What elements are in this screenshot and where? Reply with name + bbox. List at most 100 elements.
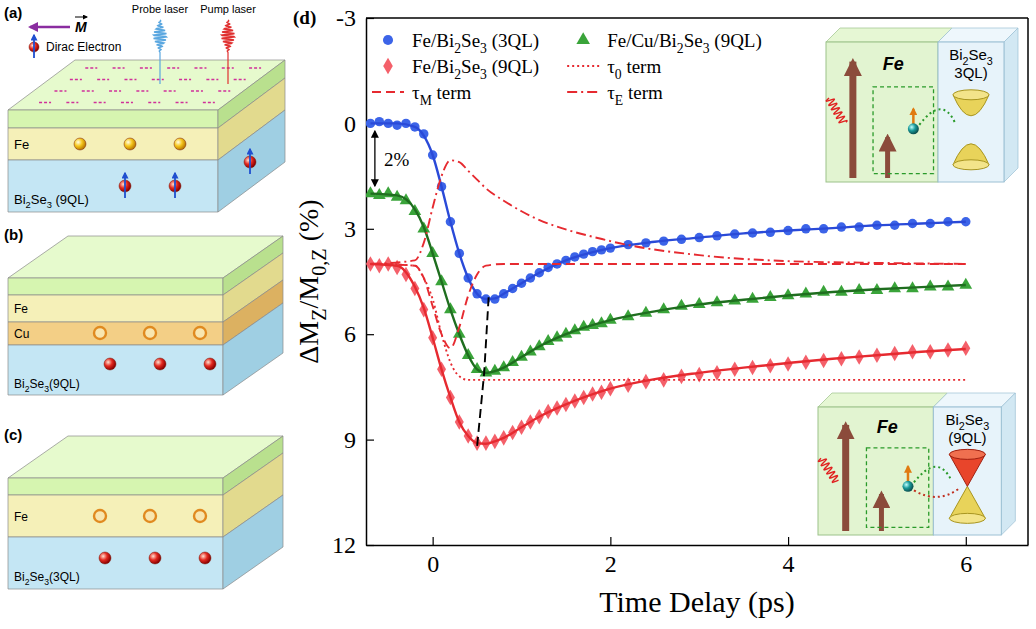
spin-transfer [914, 467, 951, 483]
y-axis-line [366, 19, 368, 546]
magnetization-dash [164, 90, 176, 92]
x-tick-label: 4 [783, 551, 795, 577]
x-tick-label: 6 [960, 551, 972, 577]
magnetization-dash [94, 102, 106, 104]
magnetization-dash [191, 90, 203, 92]
subscript: 0,Z [308, 248, 330, 275]
layer-front [8, 128, 218, 160]
data-point [712, 365, 721, 381]
x-axis-line [367, 545, 1029, 547]
data-point [764, 290, 777, 301]
legend-item: Fe/Bi2Se3 (9QL) [383, 56, 539, 82]
text-run: Fe [877, 417, 898, 437]
laser-label: Pump laser [200, 3, 256, 15]
data-point [782, 288, 795, 299]
x-tick-mark [610, 537, 611, 545]
vector-label: M [75, 19, 87, 35]
layer-label: Fe [14, 302, 28, 316]
inset-bi-side [1001, 393, 1015, 535]
magnetization-dash [39, 102, 51, 104]
magnetization-dash [124, 79, 136, 81]
layer-label: Fe [14, 510, 28, 524]
data-point [375, 117, 384, 126]
text-run: S [684, 30, 695, 51]
band-rim [953, 90, 989, 100]
panel-b: (b)FeCuBi2Se3(9QL) [4, 226, 283, 395]
term-line [370, 264, 965, 380]
figure: Probe laserPump laser(a)MDirac ElectronF… [0, 0, 1036, 629]
magnetization-dash [97, 79, 109, 81]
panel-label: (b) [4, 226, 23, 243]
text-run: B [949, 46, 959, 63]
inset: FeBi2Se3(9QL) [818, 393, 1015, 535]
magnetization-dash [82, 90, 94, 92]
inset-label: Fe [883, 54, 904, 74]
magnetization-dash [218, 90, 230, 92]
spin-electron [902, 481, 913, 492]
electron [149, 552, 161, 564]
magnetization-dash [85, 67, 97, 69]
electron [99, 552, 111, 564]
layer-front [8, 160, 218, 212]
spin-arrow [249, 149, 251, 174]
plot-frame [366, 17, 1028, 19]
layer-side [218, 110, 285, 212]
band-rim [949, 513, 985, 523]
band-rim [953, 160, 989, 170]
laser-beam [227, 52, 228, 84]
legend-label: τE term [607, 82, 663, 108]
y-axis-title: ΔMZ/M0,Z (%) [293, 199, 330, 363]
electron [199, 552, 211, 564]
data-point [924, 279, 937, 290]
legend-label: Fe/Bi2Se3 (3QL) [412, 30, 539, 56]
magnetization-dash [70, 79, 82, 81]
data-point [375, 258, 384, 274]
y-tick: 9 [344, 427, 374, 453]
text-run: (9QL) [487, 56, 539, 78]
magnetization-dash [140, 67, 152, 69]
text-run: M [75, 19, 87, 35]
laser-pulse [154, 20, 167, 52]
x-tick: 0 [427, 537, 439, 577]
text-run: (%) [293, 199, 324, 248]
data-point [799, 286, 812, 297]
interface-box [866, 448, 928, 527]
panel-label: (c) [4, 426, 22, 443]
electron [204, 358, 216, 370]
legend-swatch [372, 91, 404, 93]
y-tick-label: 3 [344, 216, 356, 242]
text-run: term [623, 82, 663, 103]
electron [124, 138, 136, 150]
electron-ring [144, 510, 156, 522]
magnetization-dash [234, 79, 246, 81]
x-tick: 4 [783, 537, 795, 577]
electron [174, 138, 186, 150]
laser-pulse [818, 458, 838, 482]
magnetization-dash [176, 102, 188, 104]
inset-bi-side [1004, 28, 1018, 182]
magnetization-dash [203, 102, 215, 104]
layer-front [8, 295, 223, 322]
panel-a: Probe laserPump laser(a)MDirac ElectronF… [4, 3, 285, 212]
magnetization-dash [136, 90, 148, 92]
spin-arrow [174, 173, 176, 198]
spin-transfer [914, 488, 959, 497]
x-tick-label: 2 [605, 551, 617, 577]
data-point [746, 292, 759, 303]
legend: Fe/Bi2Se3 (3QL)Fe/Cu/Bi2Se3 (9QL)Fe/Bi2S… [372, 30, 762, 108]
y-tick: -3 [336, 5, 374, 31]
text-run: e [979, 46, 987, 63]
layer-label: Bi2Se3(9QL) [14, 377, 80, 394]
laser-label: Probe laser [132, 3, 189, 15]
plot-frame [1027, 18, 1029, 545]
text-run: (9QL) [52, 192, 89, 207]
magnetization-dash [152, 79, 164, 81]
y-tick-mark [366, 18, 374, 19]
scale-arrow [374, 131, 375, 185]
inset: FeBi2Se33QL) [826, 28, 1018, 182]
panel-label: (d) [293, 7, 316, 29]
text-run: (9QL) [49, 377, 80, 391]
data-line [370, 194, 965, 373]
magnetization-dash [54, 90, 66, 92]
text-run: Fe [883, 54, 904, 74]
